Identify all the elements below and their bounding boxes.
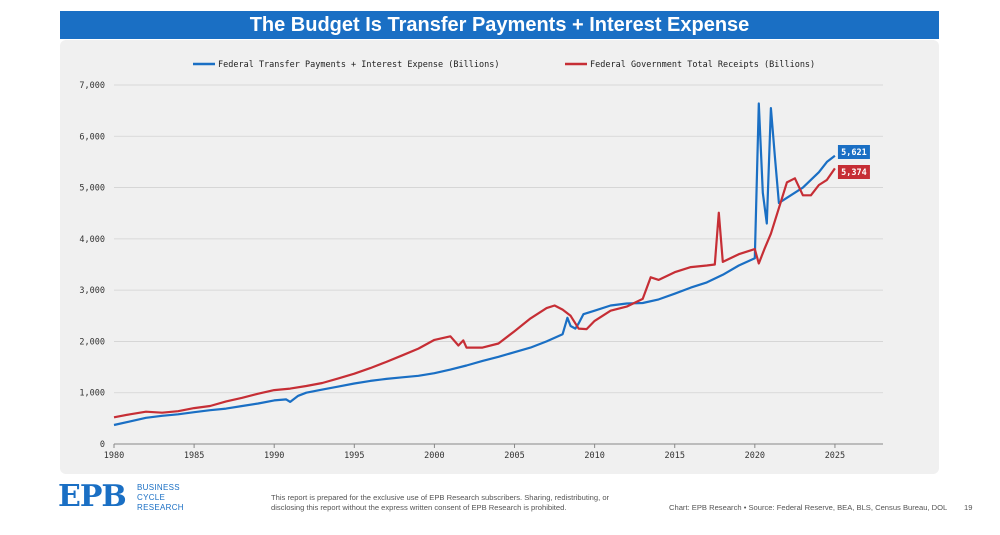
x-tick-label: 1995 [344, 451, 364, 461]
end-value-badge [837, 165, 870, 179]
x-tick-label: 1990 [264, 451, 284, 461]
y-tick-label: 7,000 [79, 81, 105, 91]
logo-line: RESEARCH [137, 503, 184, 512]
x-tick-label: 1980 [104, 451, 124, 461]
logo-text: BUSINESS CYCLE RESEARCH [137, 483, 184, 513]
x-tick-label: 1985 [184, 451, 204, 461]
source-text: Chart: EPB Research • Source: Federal Re… [669, 503, 948, 512]
y-tick-label: 4,000 [79, 235, 105, 245]
y-tick-label: 1,000 [79, 389, 105, 399]
x-tick-label: 2020 [745, 451, 765, 461]
disclaimer-text: This report is prepared for the exclusiv… [271, 493, 610, 512]
y-tick-label: 0 [100, 440, 105, 450]
series-line [113, 167, 836, 419]
y-tick-label: 5,000 [79, 184, 105, 194]
chart-panel: 0 1,000 2,000 3,000 4,000 5,000 6,000 7,000 1980… [60, 40, 939, 474]
logo-mark: EPB [58, 479, 127, 514]
end-value-label: 5,621 [841, 148, 867, 158]
legend-label: Federal Government Total Receipts (Billi… [590, 60, 815, 70]
x-tick-label: 2005 [504, 451, 524, 461]
y-tick-label: 2,000 [79, 337, 105, 347]
page-number: 19 [964, 503, 973, 512]
legend-label: Federal Transfer Payments + Interest Exp… [218, 60, 499, 70]
x-tick-label: 2025 [825, 451, 845, 461]
x-tick-label: 2000 [424, 451, 444, 461]
x-tick-label: 2010 [584, 451, 604, 461]
series-line [113, 102, 836, 427]
end-value-badge [837, 145, 870, 159]
x-tick-label: 2015 [664, 451, 684, 461]
line-chart: 0 1,000 2,000 3,000 4,000 5,000 6,000 7,000 1980… [79, 60, 883, 461]
page-title: The Budget Is Transfer Payments + Intere… [60, 11, 939, 39]
logo-line: CYCLE [137, 493, 166, 502]
y-tick-label: 3,000 [79, 286, 105, 296]
y-tick-label: 6,000 [79, 132, 105, 142]
logo-line: BUSINESS [137, 483, 180, 492]
end-value-label: 5,374 [841, 168, 867, 178]
